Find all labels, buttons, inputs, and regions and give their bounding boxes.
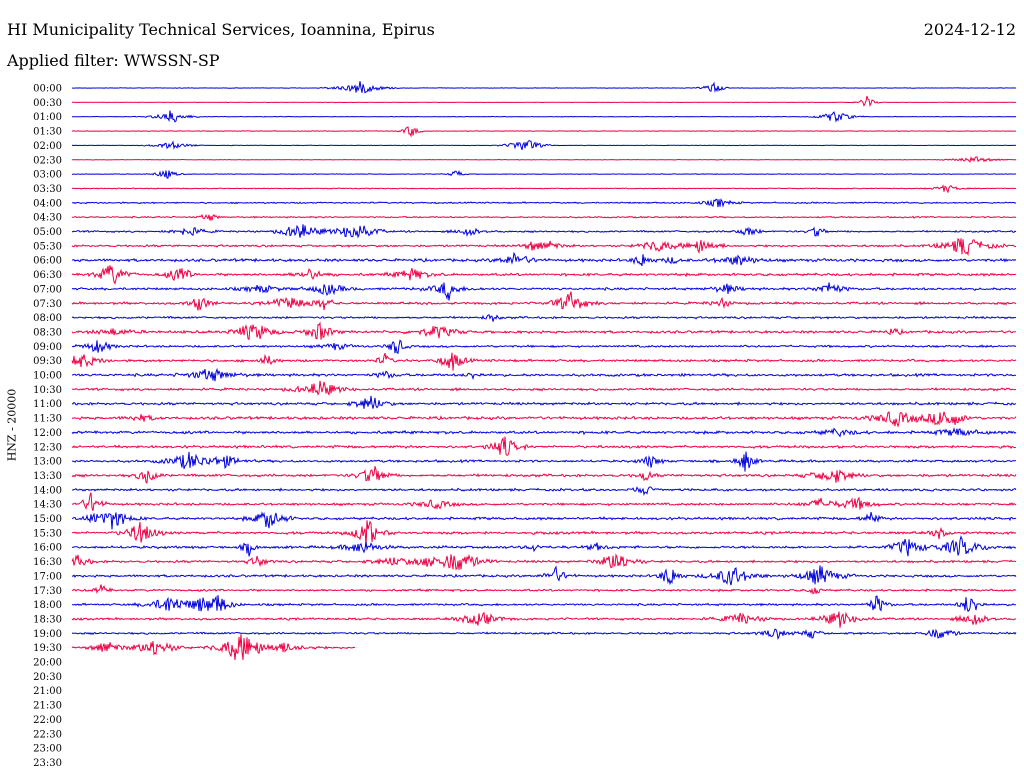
time-tick-label: 19:30 — [33, 643, 62, 654]
time-tick-label: 03:30 — [33, 184, 62, 195]
time-tick-label: 17:00 — [33, 571, 62, 582]
trace-line — [71, 282, 1017, 301]
trace-line — [71, 427, 1017, 438]
trace-line — [72, 110, 1017, 123]
trace-line — [71, 81, 1016, 94]
time-tick-labels: 00:00 00:30 01:00 01:30 02:00 02:30 03:00 03:30… — [33, 84, 62, 769]
time-tick-label: 02:30 — [33, 155, 62, 166]
time-tick-label: 22:30 — [33, 729, 62, 740]
time-tick-label: 10:00 — [33, 371, 62, 382]
trace-line — [71, 352, 1017, 371]
trace-line — [71, 321, 1017, 341]
trace-line — [71, 584, 1017, 595]
trace-line — [71, 367, 1017, 382]
trace-line — [71, 634, 356, 660]
trace-line — [71, 611, 1017, 628]
trace-line — [71, 314, 1017, 322]
trace-line — [71, 486, 1017, 496]
time-tick-label: 16:30 — [33, 557, 62, 568]
trace-line — [71, 140, 1017, 151]
trace-line — [71, 237, 1017, 257]
time-tick-label: 08:30 — [33, 327, 62, 338]
filter-label: Applied filter: WWSSN-SP — [7, 51, 220, 70]
time-tick-label: 13:00 — [33, 457, 62, 468]
time-tick-label: 16:00 — [33, 543, 62, 554]
station-title: HI Municipality Technical Services, Ioan… — [7, 20, 435, 39]
trace-line — [71, 411, 1017, 428]
trace-line — [71, 198, 1017, 208]
record-date: 2024-12-12 — [923, 20, 1016, 39]
time-tick-label: 09:00 — [33, 342, 62, 353]
time-tick-label: 11:00 — [33, 399, 62, 410]
trace-line — [71, 492, 1017, 511]
time-tick-label: 20:00 — [33, 658, 62, 669]
trace-line — [71, 595, 1016, 612]
time-tick-label: 15:00 — [33, 514, 62, 525]
time-tick-label: 10:30 — [33, 385, 62, 396]
time-tick-label: 00:00 — [33, 84, 62, 95]
time-tick-label: 04:00 — [33, 198, 62, 209]
time-tick-label: 15:30 — [33, 528, 62, 539]
time-tick-label: 11:30 — [33, 414, 62, 425]
time-tick-label: 18:00 — [33, 600, 62, 611]
trace-line — [71, 251, 1017, 267]
time-tick-label: 13:30 — [33, 471, 62, 482]
time-tick-label: 23:00 — [33, 744, 62, 755]
time-tick-label: 17:30 — [33, 586, 62, 597]
time-tick-label: 09:30 — [33, 356, 62, 367]
time-tick-label: 07:30 — [33, 299, 62, 310]
time-tick-label: 07:00 — [33, 284, 62, 295]
trace-line — [71, 565, 1017, 586]
time-tick-label: 05:00 — [33, 227, 62, 238]
trace-line — [71, 535, 1017, 557]
time-tick-label: 21:00 — [33, 686, 62, 697]
trace-line — [71, 436, 1017, 456]
trace-line — [71, 126, 1017, 138]
time-tick-label: 06:00 — [33, 256, 62, 267]
time-tick-label: 18:30 — [33, 614, 62, 625]
time-tick-label: 14:00 — [33, 485, 62, 496]
seismic-traces — [71, 81, 1017, 660]
time-tick-label: 23:30 — [33, 758, 62, 769]
time-tick-label: 00:30 — [33, 98, 62, 109]
trace-line — [71, 628, 1017, 640]
time-tick-label: 08:00 — [33, 313, 62, 324]
trace-line — [71, 265, 1017, 285]
trace-line — [71, 511, 1017, 530]
trace-line — [71, 291, 1017, 311]
time-tick-label: 02:00 — [33, 141, 62, 152]
time-tick-label: 19:00 — [33, 629, 62, 640]
trace-line — [71, 184, 1017, 194]
time-tick-label: 20:30 — [33, 672, 62, 683]
trace-line — [72, 156, 1017, 163]
trace-line — [71, 169, 1016, 179]
trace-line — [71, 339, 1017, 354]
time-tick-label: 14:30 — [33, 500, 62, 511]
time-tick-label: 04:30 — [33, 213, 62, 224]
time-tick-label: 06:30 — [33, 270, 62, 281]
trace-line — [71, 213, 1017, 221]
time-tick-label: 12:00 — [33, 428, 62, 439]
trace-line — [71, 380, 1017, 396]
trace-line — [71, 224, 1017, 239]
time-tick-label: 01:30 — [33, 127, 62, 138]
trace-line — [71, 466, 1017, 484]
trace-line — [71, 395, 1017, 409]
time-tick-label: 12:30 — [33, 442, 62, 453]
time-tick-label: 01:00 — [33, 112, 62, 123]
trace-line — [71, 520, 1017, 547]
time-tick-label: 22:00 — [33, 715, 62, 726]
trace-line — [71, 451, 1017, 472]
time-tick-label: 03:00 — [33, 170, 62, 181]
trace-line — [72, 95, 1016, 107]
time-tick-label: 05:30 — [33, 241, 62, 252]
time-tick-label: 21:30 — [33, 701, 62, 712]
trace-line — [71, 553, 1017, 571]
